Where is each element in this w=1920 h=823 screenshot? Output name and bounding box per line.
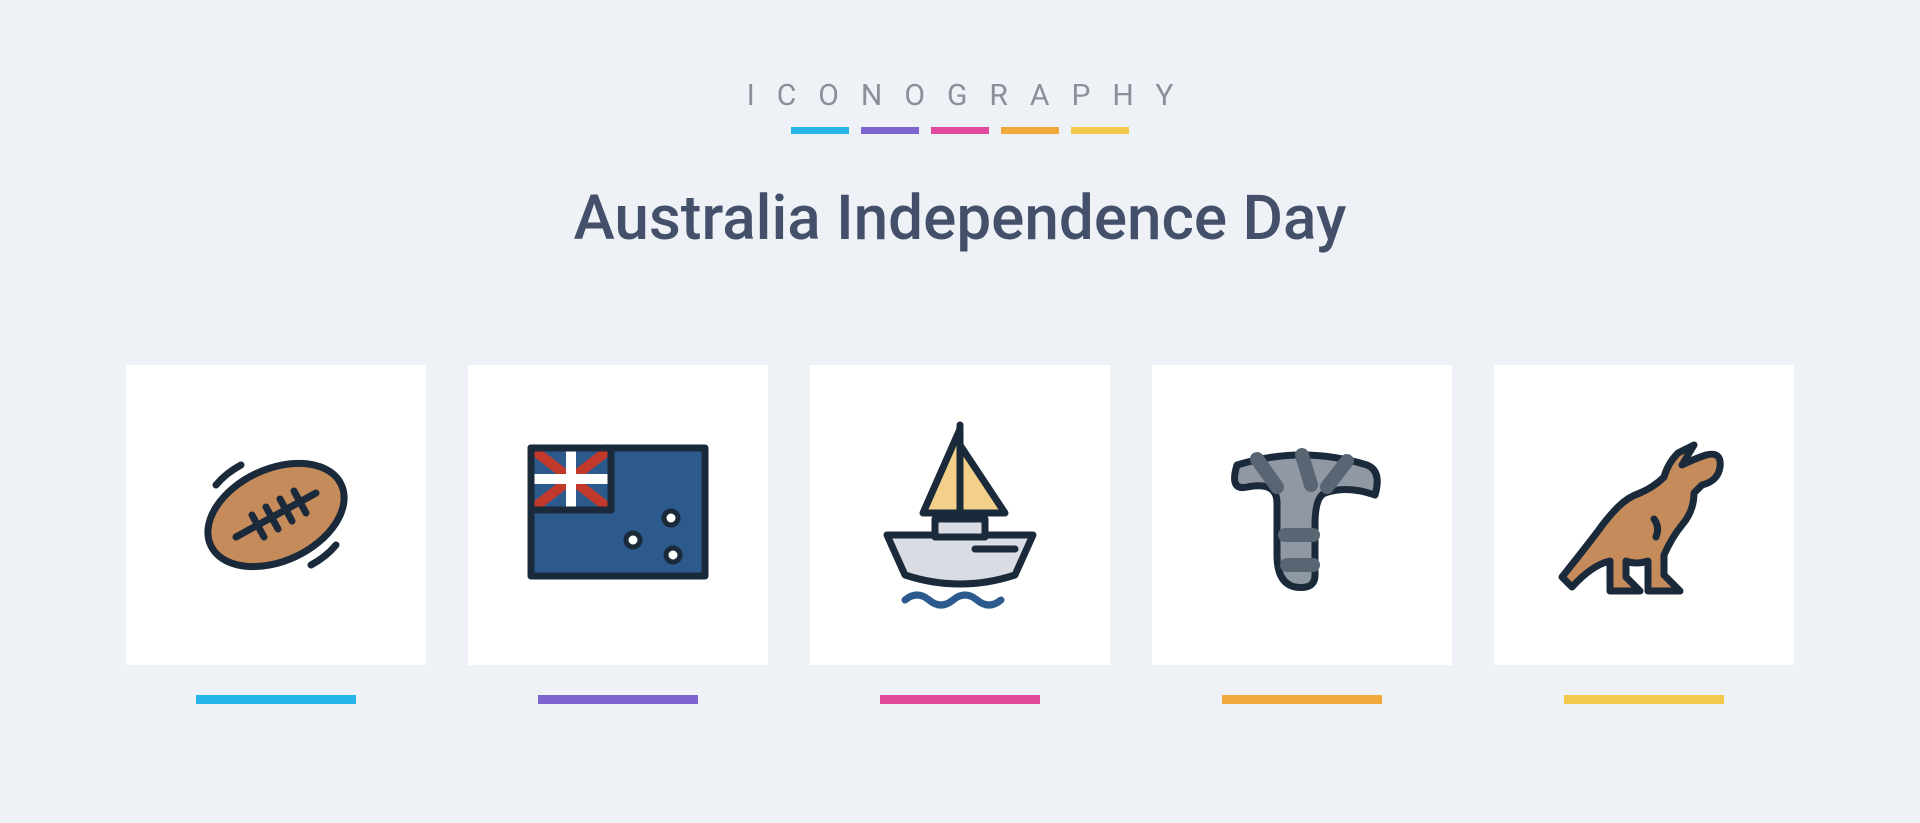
card-underline: [1564, 695, 1724, 704]
underline-1: [791, 127, 849, 134]
underline-5: [1071, 127, 1129, 134]
flag-icon: [523, 440, 713, 590]
page-title: Australia Independence Day: [574, 182, 1347, 255]
card-boomerang: [1152, 365, 1452, 704]
card-underline: [196, 695, 356, 704]
tile: [1152, 365, 1452, 665]
card-flag: [468, 365, 768, 704]
card-football: [126, 365, 426, 704]
header: ICONOGRAPHY Australia Independence Day: [574, 78, 1347, 255]
tile: [810, 365, 1110, 665]
football-icon: [186, 425, 366, 605]
brand-underlines: [574, 127, 1347, 134]
icon-row: [126, 365, 1794, 704]
card-sailboat: [810, 365, 1110, 704]
tile: [126, 365, 426, 665]
card-underline: [880, 695, 1040, 704]
tile: [468, 365, 768, 665]
card-underline: [538, 695, 698, 704]
boomerang-icon: [1207, 425, 1397, 605]
sailboat-icon: [865, 415, 1055, 615]
brand-label: ICONOGRAPHY: [574, 78, 1347, 113]
underline-2: [861, 127, 919, 134]
underline-4: [1001, 127, 1059, 134]
card-kangaroo: [1494, 365, 1794, 704]
kangaroo-icon: [1544, 415, 1744, 615]
tile: [1494, 365, 1794, 665]
underline-3: [931, 127, 989, 134]
card-underline: [1222, 695, 1382, 704]
